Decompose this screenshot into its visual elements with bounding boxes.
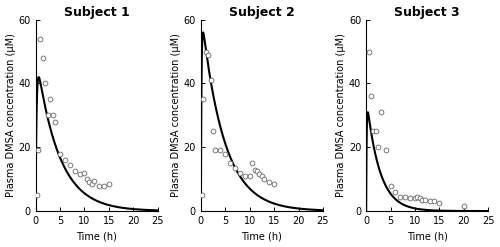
Point bbox=[406, 196, 414, 200]
Point bbox=[258, 174, 266, 178]
Point bbox=[48, 113, 56, 117]
Point bbox=[216, 148, 224, 152]
Point bbox=[386, 184, 394, 187]
Point bbox=[66, 163, 74, 167]
Point bbox=[436, 201, 444, 205]
Point bbox=[56, 152, 64, 156]
Point bbox=[209, 129, 217, 133]
Point bbox=[231, 166, 239, 170]
Point bbox=[222, 152, 230, 156]
Y-axis label: Plasma DMSA concentration (μM): Plasma DMSA concentration (μM) bbox=[6, 33, 16, 197]
Point bbox=[198, 193, 206, 197]
Point bbox=[241, 174, 249, 178]
Point bbox=[61, 158, 69, 162]
Point bbox=[411, 196, 419, 200]
Point bbox=[420, 198, 428, 202]
Point bbox=[90, 179, 98, 183]
Point bbox=[396, 195, 404, 199]
Point bbox=[426, 200, 434, 204]
Point bbox=[401, 195, 409, 199]
Point bbox=[44, 113, 52, 117]
Point bbox=[256, 172, 264, 176]
Point bbox=[418, 198, 426, 202]
Point bbox=[430, 200, 438, 204]
Point bbox=[414, 195, 422, 199]
Point bbox=[80, 171, 88, 175]
Point bbox=[236, 171, 244, 175]
X-axis label: Time (h): Time (h) bbox=[76, 231, 117, 242]
Point bbox=[246, 174, 254, 178]
Y-axis label: Plasma DMSA concentration (μM): Plasma DMSA concentration (μM) bbox=[171, 33, 181, 197]
Point bbox=[370, 129, 378, 133]
Point bbox=[270, 182, 278, 186]
Point bbox=[416, 196, 424, 200]
Point bbox=[374, 145, 382, 149]
X-axis label: Time (h): Time (h) bbox=[406, 231, 448, 242]
Point bbox=[105, 182, 113, 186]
Point bbox=[33, 193, 41, 197]
Point bbox=[392, 190, 400, 194]
Point bbox=[265, 180, 273, 184]
Title: Subject 3: Subject 3 bbox=[394, 5, 460, 19]
Point bbox=[206, 78, 214, 82]
Point bbox=[200, 98, 207, 102]
Point bbox=[382, 148, 390, 152]
Point bbox=[202, 50, 209, 54]
Point bbox=[250, 168, 258, 172]
Title: Subject 1: Subject 1 bbox=[64, 5, 130, 19]
Point bbox=[39, 56, 47, 60]
Point bbox=[70, 169, 78, 173]
Point bbox=[88, 182, 96, 186]
Point bbox=[377, 110, 385, 114]
Point bbox=[212, 148, 220, 152]
Point bbox=[460, 204, 468, 208]
Point bbox=[76, 172, 84, 176]
Point bbox=[367, 94, 375, 98]
X-axis label: Time (h): Time (h) bbox=[242, 231, 282, 242]
Point bbox=[42, 82, 50, 85]
Point bbox=[372, 129, 380, 133]
Point bbox=[51, 120, 59, 124]
Title: Subject 2: Subject 2 bbox=[229, 5, 295, 19]
Point bbox=[248, 161, 256, 165]
Point bbox=[95, 184, 103, 187]
Point bbox=[83, 177, 91, 181]
Point bbox=[226, 161, 234, 165]
Point bbox=[260, 177, 268, 181]
Point bbox=[34, 148, 42, 152]
Point bbox=[86, 180, 94, 184]
Point bbox=[100, 184, 108, 187]
Point bbox=[253, 169, 261, 173]
Point bbox=[364, 50, 372, 54]
Point bbox=[36, 37, 44, 41]
Point bbox=[46, 98, 54, 102]
Y-axis label: Plasma DMSA concentration (μM): Plasma DMSA concentration (μM) bbox=[336, 33, 346, 197]
Point bbox=[204, 53, 212, 57]
